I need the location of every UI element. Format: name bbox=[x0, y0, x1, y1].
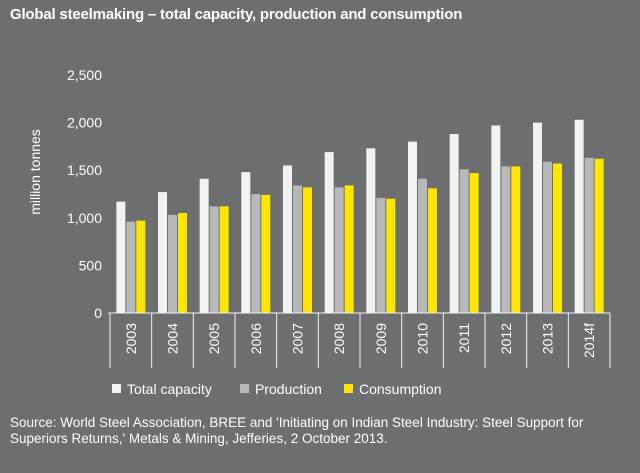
x-tick-label: 2012 bbox=[498, 323, 514, 354]
bar-total-capacity-2005 bbox=[199, 178, 209, 313]
bars bbox=[116, 119, 604, 314]
y-axis-ticks: 0 500 1,000 1,500 2,000 2,500 bbox=[67, 67, 102, 321]
legend-label-production: Production bbox=[255, 381, 322, 397]
bar-consumption-2009 bbox=[386, 198, 396, 313]
y-tick-label: 2,000 bbox=[67, 115, 102, 131]
y-axis-title: million tonnes bbox=[27, 129, 43, 215]
bar-total-capacity-2011 bbox=[449, 134, 459, 313]
bar-total-capacity-2008 bbox=[324, 152, 334, 313]
legend-swatch-production bbox=[240, 384, 249, 393]
bar-consumption-2008 bbox=[344, 185, 354, 313]
y-axis-title-group: million tonnes bbox=[27, 129, 43, 215]
legend-swatch-consumption bbox=[344, 384, 353, 393]
x-tick-label: 2014f bbox=[581, 323, 597, 358]
bar-consumption-2005 bbox=[219, 206, 229, 313]
legend-swatch-total-capacity bbox=[112, 384, 121, 393]
bar-consumption-2014f bbox=[594, 158, 604, 313]
chart-title: Global steelmaking – total capacity, pro… bbox=[10, 6, 463, 23]
x-tick-label: 2013 bbox=[540, 323, 556, 354]
bar-consumption-2004 bbox=[178, 213, 187, 313]
y-tick-label: 500 bbox=[79, 257, 103, 273]
bar-production-2013 bbox=[543, 161, 552, 313]
bar-production-2009 bbox=[376, 197, 386, 313]
x-tick-label: 2004 bbox=[165, 323, 181, 354]
bar-total-capacity-2004 bbox=[158, 192, 167, 313]
bar-production-2011 bbox=[459, 169, 469, 313]
bar-production-2003 bbox=[126, 221, 136, 313]
bar-consumption-2013 bbox=[553, 163, 562, 313]
y-tick-label: 1,000 bbox=[67, 210, 102, 226]
bar-production-2007 bbox=[293, 185, 302, 313]
bar-production-2006 bbox=[251, 194, 261, 313]
legend-label-total-capacity: Total capacity bbox=[127, 381, 212, 397]
bar-production-2005 bbox=[209, 206, 219, 313]
bar-production-2008 bbox=[334, 187, 344, 313]
bar-consumption-2012 bbox=[511, 166, 521, 313]
x-tick-label: 2007 bbox=[290, 323, 306, 354]
bar-total-capacity-2007 bbox=[283, 165, 292, 313]
legend-label-consumption: Consumption bbox=[359, 381, 442, 397]
y-tick-label: 0 bbox=[94, 305, 102, 321]
bar-total-capacity-2003 bbox=[116, 201, 126, 313]
y-tick-label: 1,500 bbox=[67, 162, 102, 178]
bar-consumption-2011 bbox=[469, 173, 479, 313]
bar-consumption-2003 bbox=[136, 220, 146, 313]
bar-total-capacity-2009 bbox=[366, 148, 376, 313]
legend: Total capacity Production Consumption bbox=[112, 381, 442, 397]
x-tick-label: 2010 bbox=[415, 323, 431, 354]
x-axis-ticks: 2003 2004 2005 2006 2007 2008 2009 2010 2011 2012… bbox=[109, 313, 611, 368]
bar-production-2004 bbox=[168, 214, 177, 313]
bar-total-capacity-2012 bbox=[491, 125, 501, 314]
bar-total-capacity-2006 bbox=[241, 172, 251, 313]
bar-production-2010 bbox=[418, 178, 427, 313]
x-tick-label: 2003 bbox=[123, 323, 139, 354]
x-tick-label: 2008 bbox=[331, 323, 347, 354]
bar-production-2014f bbox=[584, 157, 594, 313]
source-note: Source: World Steel Association, BREE an… bbox=[10, 415, 584, 446]
x-tick-label: 2011 bbox=[456, 323, 472, 353]
y-tick-label: 2,500 bbox=[67, 67, 102, 83]
bar-consumption-2010 bbox=[428, 188, 437, 313]
bar-consumption-2006 bbox=[261, 194, 271, 313]
bar-total-capacity-2013 bbox=[533, 122, 542, 313]
bar-total-capacity-2010 bbox=[408, 141, 417, 313]
x-tick-label: 2009 bbox=[373, 323, 389, 354]
bar-consumption-2007 bbox=[303, 187, 312, 313]
x-tick-label: 2005 bbox=[206, 323, 222, 354]
bar-production-2012 bbox=[501, 166, 511, 313]
x-tick-label: 2006 bbox=[248, 323, 264, 354]
bar-total-capacity-2014f bbox=[574, 119, 584, 313]
